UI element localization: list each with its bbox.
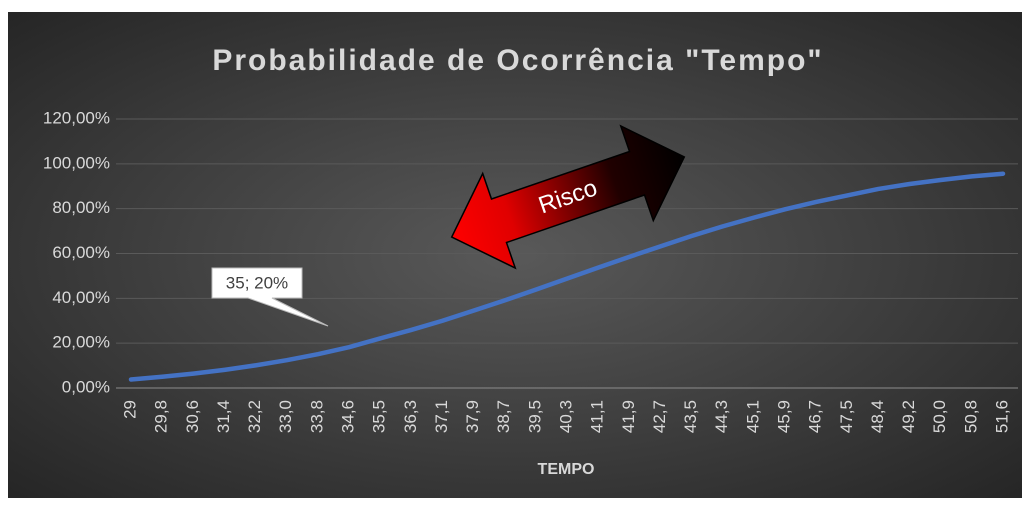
x-tick-label: 37,1	[432, 400, 451, 433]
x-tick-label: 30,6	[183, 400, 202, 433]
x-tick-label: 33,0	[276, 400, 295, 433]
x-tick-label: 39,5	[525, 400, 544, 433]
callout: 35; 20%	[211, 267, 329, 327]
risk-arrow: Risco	[450, 124, 686, 270]
x-tick-label: 32,2	[245, 400, 264, 433]
x-tick-label: 47,5	[837, 400, 856, 433]
x-tick-label: 50,0	[930, 400, 949, 433]
callout-box	[211, 267, 329, 327]
series-line	[128, 171, 1006, 382]
x-tick-label: 48,4	[868, 400, 887, 433]
chart-background	[8, 12, 1022, 498]
x-tick-label: 38,7	[494, 400, 513, 433]
x-tick-label: 31,4	[214, 400, 233, 433]
x-tick-label: 46,7	[806, 400, 825, 433]
x-tick-label: 49,2	[899, 400, 918, 433]
double-arrow	[450, 124, 686, 270]
x-tick-label: 40,3	[556, 400, 575, 433]
callout-label: 35; 20%	[226, 273, 288, 292]
x-tick-label: 42,7	[650, 400, 669, 433]
x-tick-label: 45,1	[743, 400, 762, 433]
x-tick-label: 43,5	[681, 400, 700, 433]
x-tick-label: 41,9	[619, 400, 638, 433]
x-tick-label: 33,8	[307, 400, 326, 433]
x-tick-label: 50,8	[961, 400, 980, 433]
x-tick-label: 35,5	[370, 400, 389, 433]
y-tick-label: 60,00%	[52, 243, 110, 262]
x-tick-label: 37,9	[463, 400, 482, 433]
x-tick-label: 51,6	[992, 400, 1011, 433]
x-tick-label: 29,8	[152, 400, 171, 433]
x-tick-label: 29	[120, 400, 139, 419]
y-tick-label: 80,00%	[52, 198, 110, 217]
x-axis-title: TEMPO	[538, 461, 595, 478]
y-tick-label: 40,00%	[52, 288, 110, 307]
plot: 0,00% 20,00% 40,00% 60,00% 80,00% 100,00% 120,…	[43, 108, 1018, 433]
x-tick-label: 45,9	[774, 400, 793, 433]
x-tick-label: 34,6	[338, 400, 357, 433]
chart-title: Probabilidade de Ocorrência "Tempo"	[212, 44, 823, 77]
x-tick-label: 44,3	[712, 400, 731, 433]
x-tick-label: 36,3	[401, 400, 420, 433]
y-tick-label: 0,00%	[62, 377, 110, 396]
x-tick-label: 41,1	[588, 400, 607, 433]
y-tick-label: 100,00%	[43, 153, 110, 172]
y-tick-label: 20,00%	[52, 333, 110, 352]
y-tick-label: 120,00%	[43, 108, 110, 127]
